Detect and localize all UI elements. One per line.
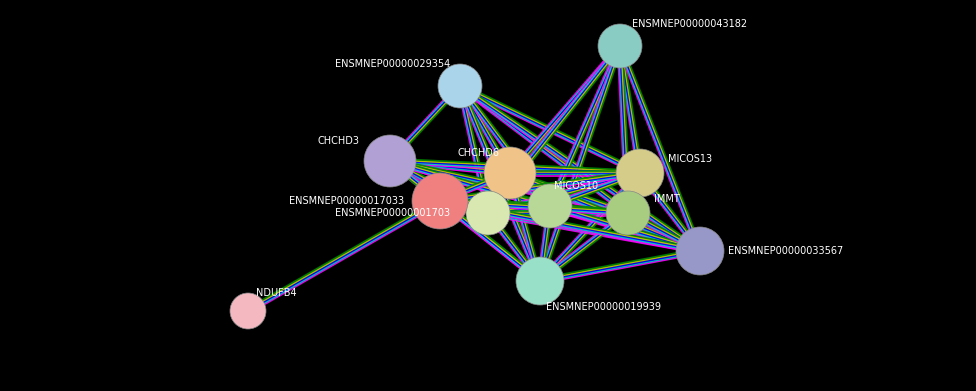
Circle shape <box>438 64 482 108</box>
Circle shape <box>616 149 664 197</box>
Text: MICOS10: MICOS10 <box>554 181 598 191</box>
Text: ENSMNEP00000033567: ENSMNEP00000033567 <box>728 246 843 256</box>
Circle shape <box>412 173 468 229</box>
Circle shape <box>606 191 650 235</box>
Text: NDUFB4: NDUFB4 <box>256 288 297 298</box>
Text: ENSMNEP00000019939: ENSMNEP00000019939 <box>546 302 661 312</box>
Text: ENSMNEP00000043182: ENSMNEP00000043182 <box>632 19 747 29</box>
Text: MICOS13: MICOS13 <box>668 154 712 164</box>
Circle shape <box>676 227 724 275</box>
Circle shape <box>466 191 510 235</box>
Text: ENSMNEP00000001703: ENSMNEP00000001703 <box>335 208 450 218</box>
Text: ENSMNEP00000017033: ENSMNEP00000017033 <box>289 196 404 206</box>
Circle shape <box>484 147 536 199</box>
Circle shape <box>230 293 266 329</box>
Text: CHCHD6: CHCHD6 <box>458 148 500 158</box>
Text: ENSMNEP00000029354: ENSMNEP00000029354 <box>335 59 450 69</box>
Circle shape <box>516 257 564 305</box>
Text: IMMT: IMMT <box>654 194 679 204</box>
Circle shape <box>598 24 642 68</box>
Text: CHCHD3: CHCHD3 <box>318 136 360 146</box>
Circle shape <box>364 135 416 187</box>
Circle shape <box>528 184 572 228</box>
